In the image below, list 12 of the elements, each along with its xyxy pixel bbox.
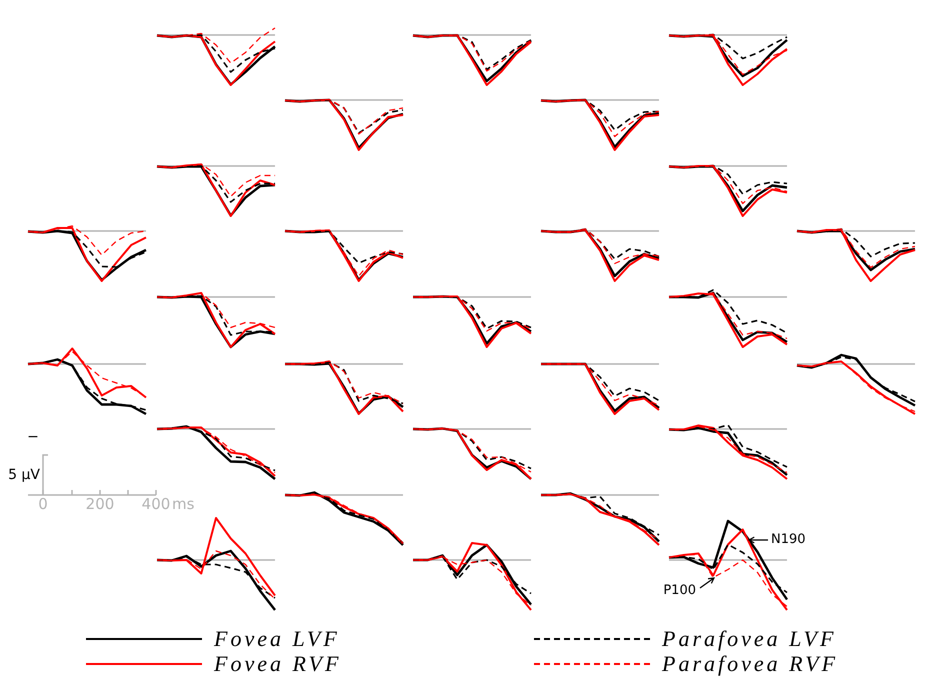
text: 0 xyxy=(38,495,48,513)
text: ms xyxy=(172,495,194,513)
legend-label: Parafovea LVF xyxy=(662,626,836,651)
annotation: P100 xyxy=(663,582,696,600)
text: − xyxy=(27,429,39,445)
legend-label: Fovea LVF xyxy=(214,626,340,651)
text: 5 µV xyxy=(8,467,40,483)
legend-label: Fovea RVF xyxy=(214,651,342,676)
text: 200 xyxy=(86,495,114,513)
annotation: N190 xyxy=(771,531,806,549)
text: 400 xyxy=(142,495,170,513)
legend-label: Parafovea RVF xyxy=(662,651,838,676)
